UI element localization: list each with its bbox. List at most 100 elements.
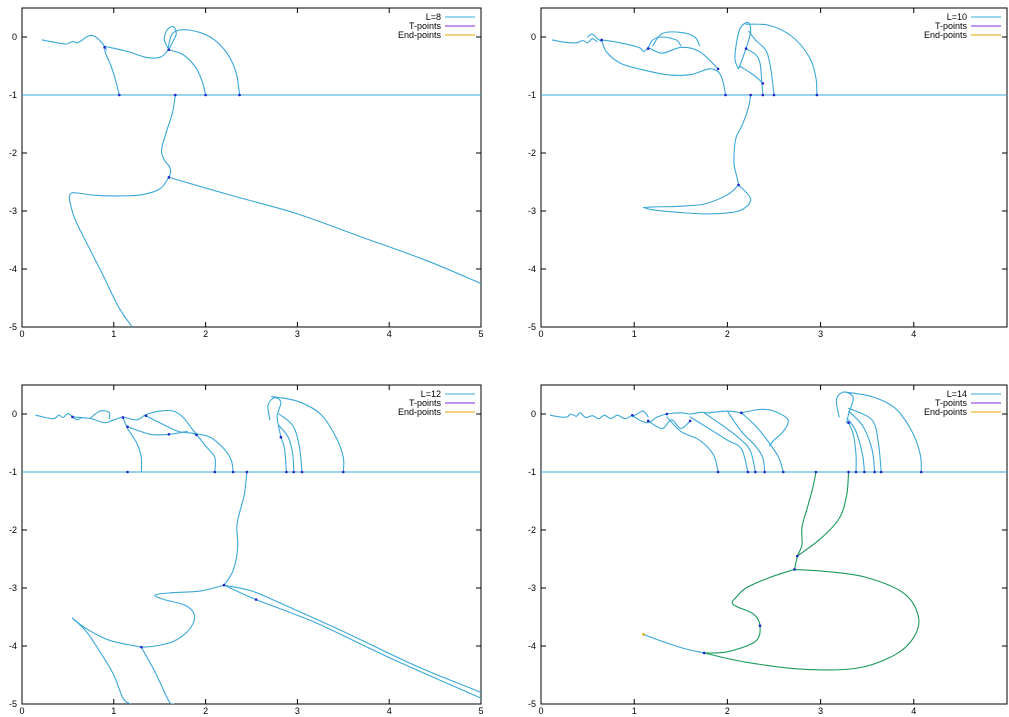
t-point xyxy=(754,470,757,474)
plot-frame xyxy=(21,384,482,705)
legend-entry-series-label: L=8 xyxy=(426,12,441,22)
curve-segment xyxy=(168,176,481,285)
x-tick-label: 0 xyxy=(19,329,24,339)
y-tick-label: 0 xyxy=(12,409,17,419)
green-curve-segment xyxy=(796,471,817,557)
curve-segment xyxy=(666,416,719,473)
plot-area xyxy=(541,21,1007,215)
x-tick-label: 2 xyxy=(203,329,208,339)
curve-segment xyxy=(738,65,764,84)
curve-segment xyxy=(551,38,598,44)
green-curve-segment xyxy=(793,555,798,570)
x-tick-label: 0 xyxy=(538,329,543,339)
legend-entry-t-points-label: T-points xyxy=(935,398,968,408)
y-tick-label: -3 xyxy=(528,583,536,593)
t-point xyxy=(254,598,258,601)
t-point xyxy=(724,93,727,97)
green-curve-segment xyxy=(703,568,920,671)
curve-segment xyxy=(745,48,764,96)
curve-segment xyxy=(68,176,170,327)
t-point xyxy=(167,433,171,436)
y-tick-label: -3 xyxy=(9,583,17,593)
curve-segment xyxy=(631,410,742,424)
y-tick-label: -4 xyxy=(528,641,536,651)
y-tick-label: -1 xyxy=(9,467,17,477)
y-tick-label: -4 xyxy=(9,641,17,651)
curve-segment xyxy=(647,46,719,70)
t-point xyxy=(847,421,850,425)
curve-segment xyxy=(168,29,241,96)
t-point xyxy=(847,470,850,474)
t-point xyxy=(873,470,876,474)
green-curve-segment xyxy=(796,471,850,557)
t-point xyxy=(793,568,796,571)
curve-segment xyxy=(642,184,740,209)
t-point xyxy=(782,470,785,474)
curve-segment xyxy=(726,410,766,473)
legend-entry-t-points-label: T-points xyxy=(409,398,442,408)
x-tick-label: 3 xyxy=(818,329,823,339)
t-point xyxy=(814,470,818,474)
x-tick-label: 2 xyxy=(725,329,730,339)
x-tick-label: 4 xyxy=(387,706,392,716)
y-tick-label: 0 xyxy=(531,409,536,419)
curve-segment xyxy=(90,410,111,420)
x-tick-label: 5 xyxy=(478,329,483,339)
t-point xyxy=(749,93,752,97)
curve-segment xyxy=(127,426,188,436)
y-tick-label: -2 xyxy=(9,525,17,535)
t-point xyxy=(761,93,765,97)
curve-segment xyxy=(104,43,170,59)
t-point xyxy=(879,470,883,474)
curve-segment xyxy=(848,407,882,473)
curve-segment xyxy=(549,412,633,420)
curve-segment xyxy=(652,31,700,47)
curve-segment xyxy=(689,416,749,473)
t-point xyxy=(292,470,296,474)
curve-segment xyxy=(280,436,287,473)
t-point xyxy=(167,176,171,179)
legend-entry-end-points-label: End-points xyxy=(398,407,442,417)
t-point xyxy=(763,470,766,474)
curve-segment xyxy=(191,432,234,473)
t-point xyxy=(103,46,106,49)
curve-segment xyxy=(140,584,225,648)
y-tick-label: -1 xyxy=(528,467,536,477)
curve-segment xyxy=(745,23,818,96)
y-tick-label: -5 xyxy=(9,699,17,709)
curve-segment xyxy=(278,425,295,473)
plot-area xyxy=(541,391,1007,671)
t-point xyxy=(213,470,217,474)
curve-segment xyxy=(223,584,481,693)
x-tick-label: 2 xyxy=(203,706,208,716)
legend-entry-series-label: L=14 xyxy=(947,389,967,399)
t-point xyxy=(342,470,345,474)
curve-segment xyxy=(703,412,756,473)
curve-segment xyxy=(223,471,248,586)
t-point xyxy=(758,624,762,627)
legend-entry-series-label: L=10 xyxy=(947,12,967,22)
t-point xyxy=(646,419,650,423)
t-point xyxy=(665,412,669,416)
t-point xyxy=(245,470,249,474)
legend-entry-end-points-label: End-points xyxy=(924,407,968,417)
curve-segment xyxy=(601,39,727,96)
curve-segment xyxy=(140,646,175,704)
t-point xyxy=(761,82,765,85)
curve-segment xyxy=(733,94,752,186)
t-point xyxy=(140,645,143,649)
t-point xyxy=(126,470,129,474)
curve-segment xyxy=(41,34,108,51)
t-point xyxy=(646,47,650,50)
t-point xyxy=(285,470,288,474)
curve-segment xyxy=(740,412,784,473)
plot-frame xyxy=(21,7,482,328)
curve-segment xyxy=(740,408,789,447)
t-point xyxy=(796,554,799,558)
legend-entry-end-points-label: End-points xyxy=(398,30,442,40)
curve-segment xyxy=(601,36,682,53)
curve-segment xyxy=(271,396,345,473)
